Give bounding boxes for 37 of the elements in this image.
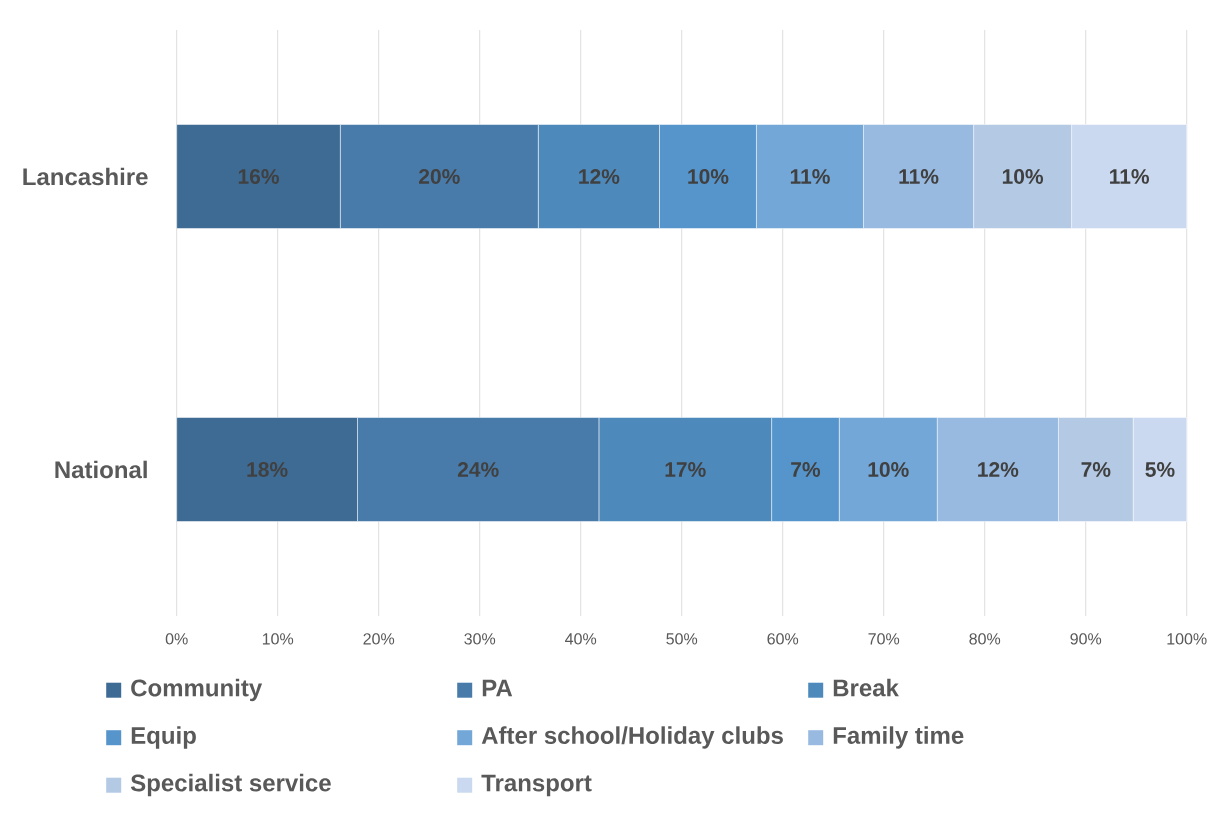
legend-label: After school/Holiday clubs [481,726,783,749]
legend-label: Specialist service [130,773,331,797]
data-label: 17% [665,462,706,477]
x-tick-label: 0% [165,633,188,645]
data-label: 7% [791,462,821,477]
x-tick-label: 60% [767,633,799,645]
y-tick-label: Lancashire [23,167,148,186]
data-label: 10% [1002,169,1044,184]
y-tick-label: National [55,460,147,479]
legend-label: Break [833,678,899,697]
x-tick-label: 50% [666,633,698,645]
x-tick-label: 80% [969,633,1001,645]
legend-label: Equip [131,726,196,749]
data-label: 5% [1145,462,1175,477]
x-tick-label: 90% [1070,633,1102,645]
x-tick-label: 40% [565,633,597,645]
legend-label: Family time [833,726,964,749]
data-label: 11% [790,169,830,184]
data-label: 12% [579,169,620,184]
data-label: 12% [978,462,1019,477]
data-label: 7% [1081,462,1111,477]
data-label: 20% [419,169,460,184]
legend-label: PA [482,679,513,697]
x-tick-label: 70% [868,633,900,645]
data-label: 11% [1110,169,1150,184]
x-tick-label: 100% [1167,633,1207,645]
data-label: 10% [868,462,909,477]
data-label: 10% [688,169,729,184]
data-label: 18% [247,462,288,477]
x-tick-label: 30% [464,633,496,645]
x-tick-label: 20% [363,633,395,645]
legend-label: Community [131,678,263,702]
data-label: 24% [457,462,499,477]
legend-label: Transport [481,774,592,797]
data-label: 11% [899,169,939,184]
x-tick-label: 10% [262,633,294,645]
data-label: 16% [238,169,279,184]
